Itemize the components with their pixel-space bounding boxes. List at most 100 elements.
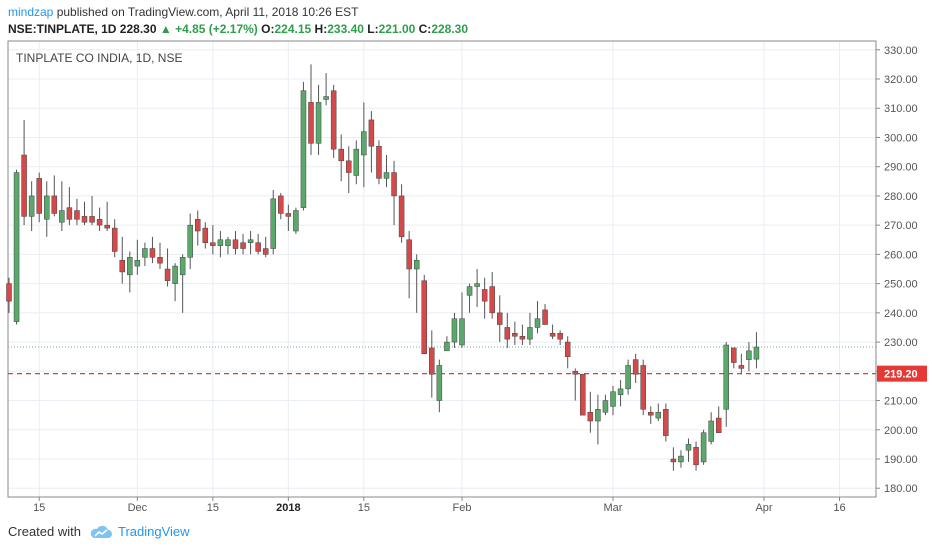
candle-body [640, 365, 646, 410]
candle-body [602, 400, 609, 413]
candle-body [512, 333, 518, 337]
candle-body [685, 444, 692, 451]
candle-body [693, 447, 699, 466]
candle-body [413, 259, 420, 270]
high-value: 233.40 [327, 22, 364, 36]
candle-body [247, 239, 254, 243]
y-tick-label: 320.00 [884, 74, 918, 86]
y-tick-label: 330.00 [884, 45, 918, 57]
candle-body [195, 219, 201, 232]
candle-body [179, 257, 186, 276]
candle-body [240, 242, 246, 249]
change-text: +4.85 (+2.17%) [175, 22, 258, 36]
candlestick-chart[interactable]: TINPLATE CO INDIA, 1D, NSE 180.00 190.00 2… [0, 0, 932, 520]
candle-body [368, 119, 375, 147]
tradingview-label: TradingView [117, 524, 190, 539]
candle-body [610, 391, 616, 407]
candle-body [353, 148, 360, 176]
high-label: H: [314, 22, 328, 36]
candle-body [119, 259, 125, 273]
chart-title: TINPLATE CO INDIA, 1D, NSE [16, 51, 182, 65]
candle-body [323, 96, 329, 100]
candle-body [474, 283, 480, 287]
candle-body [96, 219, 103, 226]
y-tick-label: 310.00 [884, 103, 918, 115]
x-axis: 15 Dec 15 2018 15 Feb Mar Apr 16 [33, 497, 846, 514]
low-label: L: [367, 22, 379, 36]
close-value: 228.30 [431, 22, 469, 36]
candle-body [232, 239, 239, 249]
candle-body [89, 216, 95, 223]
candle-body [361, 131, 367, 156]
x-tick-label: Dec [128, 502, 148, 514]
candle-body [564, 341, 571, 357]
candle-body [731, 347, 737, 363]
y-tick-label: 240.00 [884, 308, 918, 320]
candle-body [678, 455, 684, 463]
tradingview-brand[interactable]: TradingView [89, 524, 190, 539]
candle-body [111, 227, 118, 252]
candle-body [504, 327, 511, 340]
x-tick-label: Apr [755, 502, 772, 514]
candle-body [715, 417, 722, 433]
candle-body [655, 411, 662, 419]
candles [6, 64, 760, 471]
candle-body [13, 172, 20, 322]
candle-body [587, 411, 594, 422]
x-tick-label: 15 [207, 502, 219, 514]
y-tick-label: 250.00 [884, 279, 918, 291]
candle-body [466, 286, 473, 296]
candle-body [708, 420, 714, 442]
candle-body [436, 365, 443, 401]
candle-body [700, 432, 707, 463]
candle-body [44, 195, 50, 220]
candle-body [225, 239, 231, 246]
x-tick-label: 2018 [276, 502, 300, 514]
cloud-icon [90, 525, 112, 538]
price-tag-box [877, 365, 927, 382]
candle-body [28, 195, 35, 217]
candle-body [549, 333, 556, 337]
candle-body [519, 335, 526, 340]
candle-body [164, 268, 171, 281]
candle-body [134, 259, 141, 267]
y-tick-label: 290.00 [884, 162, 918, 174]
candle-body [21, 154, 27, 217]
candle-body [308, 102, 314, 144]
candle-body [746, 350, 752, 360]
created-with-text: Created with [8, 524, 81, 539]
candle-body [142, 248, 148, 258]
x-tick-label: 15 [33, 502, 45, 514]
y-axis: 180.00190.00200.00210.00220.00230.00240.… [876, 45, 918, 495]
candle-body [595, 409, 601, 422]
published-text: published on TradingView.com, April 11, … [56, 5, 359, 19]
candle-body [149, 248, 156, 258]
candle-body [406, 239, 412, 270]
candle-body [270, 198, 276, 249]
candle-body [617, 388, 624, 395]
candle-body [157, 257, 163, 264]
candle-body [127, 257, 133, 276]
price-tag-label: 219.20 [884, 369, 918, 381]
price-tag: 219.20 [877, 365, 927, 382]
candle-body [338, 148, 344, 162]
candle-body [572, 371, 578, 375]
candle-body [36, 178, 42, 214]
candle-body [429, 347, 435, 375]
ohlc-line: NSE:TINPLATE, 1D 228.30 ▲ +4.85 (+2.17%)… [8, 21, 468, 38]
x-tick-label: 15 [358, 502, 370, 514]
candle-body [557, 333, 563, 340]
plot-frame [7, 40, 877, 498]
y-tick-label: 300.00 [884, 132, 918, 144]
candle-body [421, 280, 427, 355]
candle-body [738, 365, 745, 369]
y-tick-label: 260.00 [884, 249, 918, 261]
candle-body [285, 213, 292, 217]
candle-body [670, 458, 677, 463]
author-link[interactable]: mindzap [8, 5, 54, 19]
candle-body [648, 411, 654, 416]
candle-body [51, 195, 58, 214]
candle-body [81, 216, 88, 223]
candle-body [398, 195, 405, 238]
candle-body [663, 409, 669, 436]
